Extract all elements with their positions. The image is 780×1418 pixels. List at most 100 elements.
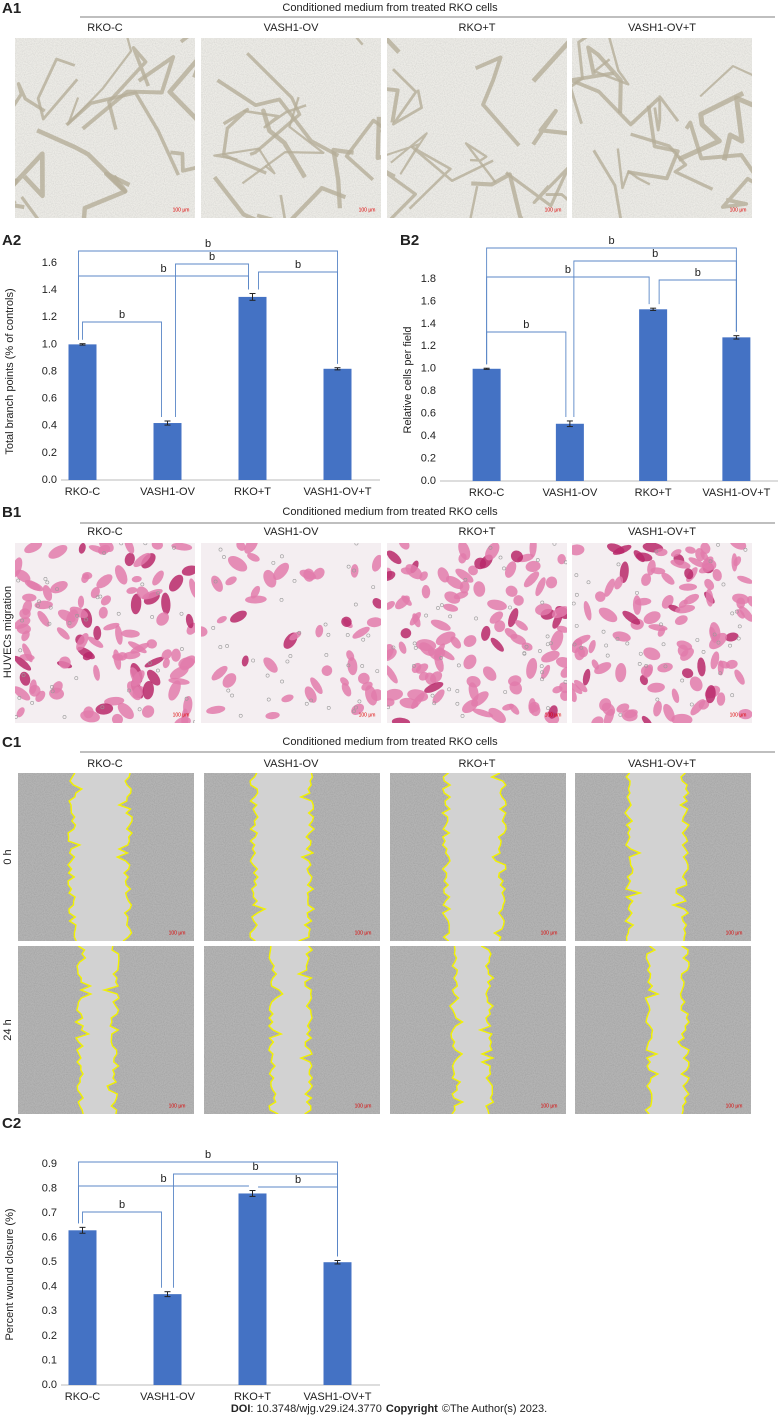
pore xyxy=(391,645,396,650)
y-tick-label: 0.8 xyxy=(42,365,57,377)
pore xyxy=(540,600,545,605)
cell xyxy=(104,696,125,706)
pore xyxy=(548,641,553,646)
pore xyxy=(266,697,271,702)
scale-bar: 100 μm xyxy=(169,930,186,936)
scale-bar: 100 μm xyxy=(726,1103,743,1109)
cell xyxy=(737,575,752,584)
y-tick-label: 0.2 xyxy=(421,452,436,464)
y-tick-label: 1.0 xyxy=(421,363,436,375)
pore xyxy=(663,664,668,669)
pore xyxy=(618,712,623,717)
pore xyxy=(304,701,309,706)
cell xyxy=(93,664,100,681)
cell xyxy=(340,677,349,686)
cell xyxy=(508,608,519,628)
cell xyxy=(455,568,474,583)
tube xyxy=(469,185,479,218)
tube xyxy=(592,149,623,218)
micrograph: 100 μm xyxy=(575,773,751,941)
pore xyxy=(95,595,100,600)
cell xyxy=(211,665,228,681)
cell xyxy=(189,578,195,599)
pore xyxy=(297,630,302,635)
cell xyxy=(504,561,517,578)
cell xyxy=(58,656,71,669)
tube xyxy=(344,118,381,182)
pore xyxy=(524,644,529,649)
column-label: VASH1-OV xyxy=(264,22,319,34)
pore xyxy=(539,664,544,669)
cell xyxy=(19,671,31,686)
x-tick-label: VASH1-OV xyxy=(140,486,195,498)
tube xyxy=(387,132,428,175)
pore xyxy=(15,714,18,719)
pore xyxy=(439,656,443,660)
pore xyxy=(48,605,53,610)
cell xyxy=(156,612,169,626)
pore xyxy=(280,554,284,559)
significance-label: b xyxy=(295,1174,301,1186)
cell xyxy=(489,611,504,624)
wound-edge xyxy=(644,946,660,1114)
pore xyxy=(498,555,503,560)
significance-bracket xyxy=(82,321,162,418)
cell xyxy=(236,543,246,551)
y-axis-label: Relative cells per field xyxy=(402,327,414,434)
pore xyxy=(503,690,508,694)
cell xyxy=(604,578,615,597)
bar xyxy=(722,337,751,481)
micrograph: 100 μm xyxy=(18,773,194,941)
y-tick-label: 1.2 xyxy=(42,311,57,323)
cell xyxy=(557,554,566,565)
cell xyxy=(681,668,694,679)
wound-edge xyxy=(101,946,120,1114)
cell xyxy=(641,715,653,723)
cell xyxy=(179,655,195,671)
cell xyxy=(689,676,703,692)
tube xyxy=(279,194,287,218)
cell xyxy=(225,576,237,586)
cell xyxy=(124,543,135,554)
pore xyxy=(456,663,461,668)
cell xyxy=(52,681,63,694)
pore xyxy=(721,582,726,587)
micrograph: 100 μm xyxy=(204,946,380,1114)
pore xyxy=(172,545,176,550)
cell xyxy=(729,543,747,550)
cell xyxy=(468,565,478,576)
pore xyxy=(354,543,359,546)
pore xyxy=(351,709,356,714)
y-tick-label: 1.6 xyxy=(42,257,57,269)
error-bar xyxy=(79,1226,86,1234)
cell xyxy=(22,593,37,602)
cell xyxy=(725,632,739,642)
cell xyxy=(603,708,615,723)
row-label: 24 h xyxy=(2,1019,14,1040)
pore xyxy=(563,560,567,565)
cell xyxy=(430,619,451,631)
y-tick-label: 0.8 xyxy=(421,385,436,397)
tube xyxy=(630,132,714,191)
y-tick-label: 0.9 xyxy=(42,1158,57,1170)
pore xyxy=(546,706,550,711)
significance-label: b xyxy=(695,267,701,279)
wound-gap xyxy=(625,773,689,941)
cell xyxy=(171,648,181,662)
error-bar xyxy=(334,367,341,371)
tube xyxy=(261,108,307,179)
cell xyxy=(582,668,591,686)
cell xyxy=(736,597,746,609)
cell xyxy=(141,705,155,718)
micrograph: 100 μm xyxy=(572,543,752,723)
pore xyxy=(326,632,331,637)
significance-label: b xyxy=(205,1149,211,1161)
cell xyxy=(407,689,429,702)
tube xyxy=(170,150,195,173)
cell xyxy=(716,692,726,706)
cell xyxy=(78,543,86,554)
cell xyxy=(705,588,714,607)
pore xyxy=(74,676,79,681)
x-tick-label: VASH1-OV+T xyxy=(304,1391,372,1403)
pore xyxy=(137,707,142,712)
